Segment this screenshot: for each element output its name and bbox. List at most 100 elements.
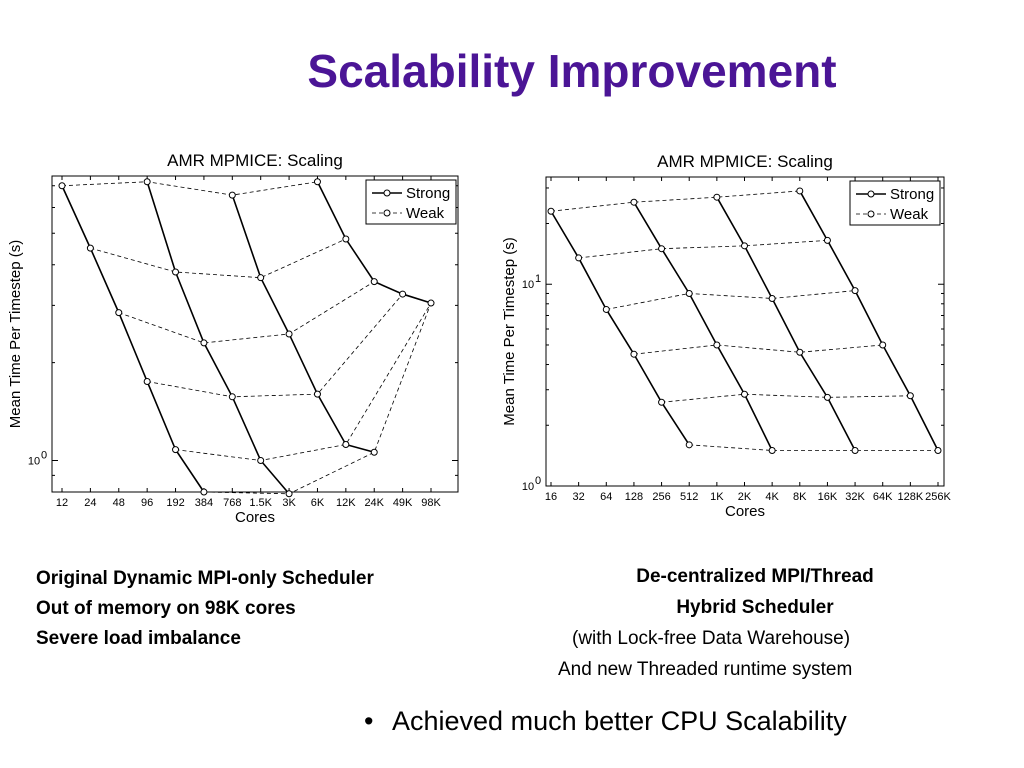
legend-label-strong: Strong — [406, 185, 450, 202]
x-tick-label: 3K — [282, 497, 296, 509]
data-point — [851, 446, 859, 454]
bullet-marker: • — [364, 706, 374, 736]
y-tick-label-exponent: 0 — [535, 475, 541, 487]
data-point — [823, 236, 831, 244]
data-point — [370, 278, 378, 286]
x-tick-label: 16 — [545, 491, 557, 503]
data-point — [399, 290, 407, 298]
y-tick-label: 10 — [522, 279, 534, 291]
left-caption-line-3: Severe load imbalance — [36, 628, 241, 649]
series-line-strong — [231, 194, 347, 445]
data-point — [547, 207, 555, 215]
series-line-strong — [345, 443, 375, 454]
legend-marker — [383, 189, 391, 197]
chart-right-strong-weak-scaling: AMR MPMICE: Scaling Cores Mean Time Per Ti… — [501, 152, 952, 520]
data-point — [630, 198, 638, 206]
x-tick-label: 32 — [573, 491, 585, 503]
data-point — [602, 305, 610, 313]
series-line-weak — [118, 281, 375, 344]
series-line-weak — [147, 293, 403, 398]
x-tick-label: 49K — [393, 497, 413, 509]
x-tick-label: 12K — [336, 497, 356, 509]
data-point — [796, 348, 804, 356]
right-caption-line-4: And new Threaded runtime system — [558, 659, 853, 680]
x-tick-label: 64 — [600, 491, 612, 503]
y-axis-label: Mean Time Per Timestep (s) — [501, 237, 518, 425]
data-point — [313, 178, 321, 186]
data-point — [741, 390, 748, 398]
legend-marker — [867, 190, 875, 198]
series-line-weak — [550, 190, 800, 212]
data-point — [658, 398, 666, 406]
data-point — [658, 245, 666, 253]
data-point — [575, 254, 583, 262]
series-line-strong — [799, 190, 939, 451]
x-tick-label: 4K — [765, 491, 779, 503]
left-caption-line-1: Original Dynamic MPI-only Scheduler — [36, 568, 374, 589]
x-tick-label: 256K — [925, 491, 951, 503]
data-point — [257, 274, 265, 282]
data-point — [172, 446, 180, 454]
right-caption: De-centralized MPI/Thread Hybrid Schedul… — [540, 561, 970, 685]
data-point — [823, 393, 831, 401]
series-line-strong — [550, 210, 690, 446]
x-tick-label: 8K — [793, 491, 807, 503]
data-point — [200, 339, 208, 347]
x-tick-label: 64K — [873, 491, 893, 503]
bullet-point: • Achieved much better CPU Scalability — [364, 706, 847, 737]
data-point — [257, 456, 265, 464]
legend-box — [365, 179, 457, 225]
x-tick-label: 24 — [84, 497, 96, 509]
data-point — [143, 178, 151, 186]
chart-left-strong-weak-scaling: AMR MPMICE: Scaling Cores Mean Time Per Ti… — [7, 151, 459, 526]
data-point — [228, 393, 236, 401]
plot-frame — [51, 175, 459, 493]
data-point — [342, 235, 350, 243]
legend-label-strong: Strong — [890, 186, 934, 203]
x-tick-label: 6K — [311, 497, 325, 509]
legend-marker — [383, 209, 391, 217]
x-tick-label: 48 — [113, 497, 125, 509]
x-tick-label: 384 — [195, 497, 213, 509]
data-point — [713, 193, 721, 201]
data-point — [200, 488, 208, 496]
data-point — [115, 309, 123, 317]
data-point — [86, 244, 94, 252]
series-line-weak — [578, 239, 828, 259]
chart-title: AMR MPMICE: Scaling — [167, 151, 343, 170]
slide-title: Scalability Improvement — [307, 45, 837, 97]
x-tick-label: 128K — [898, 491, 924, 503]
data-point — [713, 341, 721, 349]
x-tick-label: 12 — [56, 497, 68, 509]
y-axis-label: Mean Time Per Timestep (s) — [7, 240, 24, 428]
data-point — [741, 242, 748, 250]
series-line-strong — [146, 181, 290, 495]
data-point — [685, 289, 693, 297]
series-line-weak — [633, 344, 883, 355]
x-axis-label: Cores — [725, 503, 765, 520]
left-caption: Original Dynamic MPI-only Scheduler Out … — [36, 564, 374, 654]
left-caption-line-2: Out of memory on 98K cores — [36, 598, 296, 619]
bullet-text: Achieved much better CPU Scalability — [392, 706, 847, 736]
right-caption-line-3: (with Lock-free Data Warehouse) — [572, 628, 851, 649]
x-tick-label: 512 — [680, 491, 698, 503]
x-tick-label: 768 — [223, 497, 241, 509]
data-point — [768, 446, 776, 454]
series-line-weak — [90, 238, 347, 279]
y-tick-label: 10 — [28, 455, 40, 467]
x-tick-label: 256 — [652, 491, 670, 503]
right-caption-line-1: De-centralized MPI/Thread — [636, 566, 874, 587]
x-tick-label: 128 — [625, 491, 643, 503]
series-line-weak — [61, 181, 318, 196]
series-line-weak — [689, 444, 938, 451]
series-line-weak — [606, 290, 856, 310]
legend-marker — [867, 210, 875, 218]
data-point — [796, 187, 804, 195]
series-line-strong — [61, 185, 205, 493]
series-line-weak — [661, 393, 911, 403]
data-point — [934, 446, 942, 454]
y-tick-label: 10 — [522, 481, 534, 493]
x-tick-label: 24K — [364, 497, 384, 509]
legend-box — [849, 180, 941, 226]
series-line-strong — [716, 196, 856, 451]
